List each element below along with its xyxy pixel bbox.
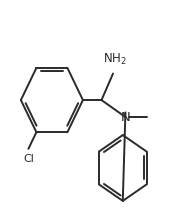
Text: Cl: Cl	[23, 154, 34, 164]
Text: N: N	[121, 111, 130, 124]
Text: NH$_2$: NH$_2$	[103, 52, 127, 68]
